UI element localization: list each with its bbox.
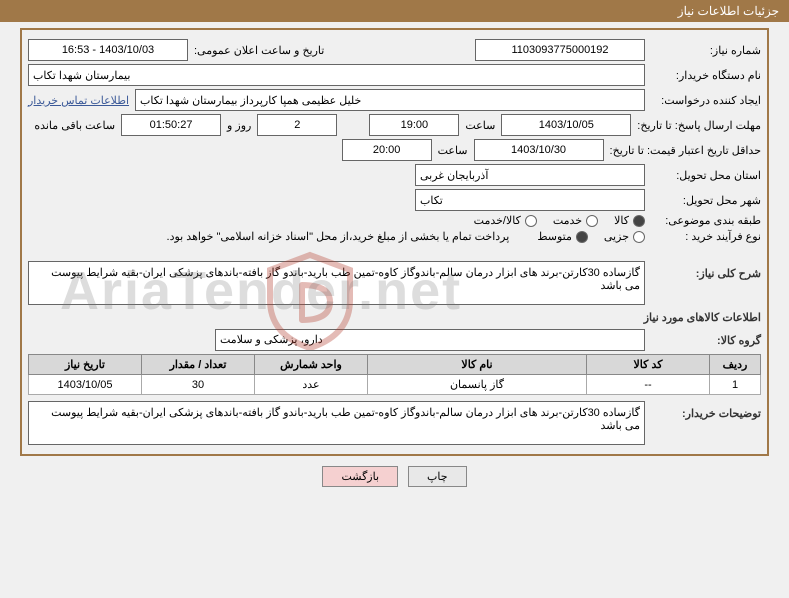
row-buyer-notes: توضیحات خریدار: گازساده 30کارتن-برند های… bbox=[28, 401, 761, 445]
cell-name: گاز پانسمان bbox=[368, 375, 587, 395]
row-goods-group: گروه کالا: دارو، پزشکی و سلامت bbox=[28, 328, 761, 351]
buyer-notes-label: توضیحات خریدار: bbox=[651, 407, 761, 420]
buyer-notes-text: گازساده 30کارتن-برند های ابزار درمان سال… bbox=[28, 401, 645, 445]
row-city: شهر محل تحویل: تكاب bbox=[28, 189, 761, 211]
table-row: 1 -- گاز پانسمان عدد 30 1403/10/05 bbox=[29, 375, 761, 395]
th-code: کد کالا bbox=[587, 355, 710, 375]
radio-medium[interactable]: متوسط bbox=[537, 230, 588, 243]
row-buyer-org: نام دستگاه خریدار: بیمارستان شهدا تکاب bbox=[28, 64, 761, 86]
price-hour: 20:00 bbox=[342, 139, 432, 161]
buyer-org-value: بیمارستان شهدا تکاب bbox=[28, 64, 645, 86]
goods-group-value: دارو، پزشکی و سلامت bbox=[215, 329, 645, 351]
remaining-label: ساعت باقی مانده bbox=[34, 119, 115, 132]
th-date: تاریخ نیاز bbox=[29, 355, 142, 375]
process-radios: جزیی متوسط bbox=[537, 230, 645, 243]
reply-deadline-label: مهلت ارسال پاسخ: تا تاریخ: bbox=[637, 119, 761, 132]
requester-value: خلیل عظیمی همپا کارپرداز بیمارستان شهدا … bbox=[135, 89, 645, 111]
requester-label: ایجاد کننده درخواست: bbox=[651, 94, 761, 107]
radio-dot-icon bbox=[633, 215, 645, 227]
radio-service[interactable]: خدمت bbox=[553, 214, 598, 227]
need-number-value: 1103093775000192 bbox=[475, 39, 645, 61]
cell-code: -- bbox=[587, 375, 710, 395]
table-head-row: ردیف کد کالا نام کالا واحد شمارش تعداد /… bbox=[29, 355, 761, 375]
th-row: ردیف bbox=[710, 355, 761, 375]
price-hour-label: ساعت bbox=[438, 144, 468, 157]
radio-service-label: خدمت bbox=[553, 214, 582, 227]
cell-unit: عدد bbox=[255, 375, 368, 395]
buyer-contact-link[interactable]: اطلاعات تماس خریدار bbox=[28, 94, 129, 107]
row-need-number: شماره نیاز: 1103093775000192 تاریخ و ساع… bbox=[28, 39, 761, 61]
radio-minor-label: جزیی bbox=[604, 230, 629, 243]
button-row: چاپ بازگشت bbox=[0, 466, 789, 487]
radio-medium-label: متوسط bbox=[537, 230, 572, 243]
radio-circle-icon bbox=[525, 215, 537, 227]
radio-goods-service-label: کالا/خدمت bbox=[474, 214, 521, 227]
cell-date: 1403/10/05 bbox=[29, 375, 142, 395]
row-process: نوع فرآیند خرید : جزیی متوسط پرداخت تمام… bbox=[28, 230, 761, 243]
cell-row: 1 bbox=[710, 375, 761, 395]
radio-dot-icon bbox=[576, 231, 588, 243]
category-label: طبقه بندی موضوعی: bbox=[651, 214, 761, 227]
row-reply-deadline: مهلت ارسال پاسخ: تا تاریخ: 1403/10/05 سا… bbox=[28, 114, 761, 136]
details-frame: شماره نیاز: 1103093775000192 تاریخ و ساع… bbox=[20, 28, 769, 456]
row-province: استان محل تحویل: آذربایجان غربی bbox=[28, 164, 761, 186]
remaining-days: 2 bbox=[257, 114, 337, 136]
reply-hour-label: ساعت bbox=[465, 119, 495, 132]
row-requester: ایجاد کننده درخواست: خلیل عظیمی همپا کار… bbox=[28, 89, 761, 111]
goods-group-label: گروه کالا: bbox=[651, 334, 761, 347]
goods-section-title: اطلاعات کالاهای مورد نیاز bbox=[28, 311, 761, 324]
row-general-desc: شرح کلی نیاز: گازساده 30کارتن-برند های ا… bbox=[28, 261, 761, 305]
row-category: طبقه بندی موضوعی: کالا خدمت کالا/خدمت bbox=[28, 214, 761, 227]
days-label: روز و bbox=[227, 119, 251, 132]
radio-goods-label: کالا bbox=[614, 214, 629, 227]
reply-date: 1403/10/05 bbox=[501, 114, 631, 136]
general-desc-text: گازساده 30کارتن-برند های ابزار درمان سال… bbox=[28, 261, 645, 305]
process-label: نوع فرآیند خرید : bbox=[651, 230, 761, 243]
print-button[interactable]: چاپ bbox=[408, 466, 467, 487]
row-price-validity: حداقل تاریخ اعتبار قیمت: تا تاریخ: 1403/… bbox=[28, 139, 761, 161]
process-note: پرداخت تمام یا بخشی از مبلغ خرید،از محل … bbox=[28, 230, 509, 243]
page: AriaTender.net جزئیات اطلاعات نیاز شماره… bbox=[0, 0, 789, 598]
panel-header: جزئیات اطلاعات نیاز bbox=[0, 0, 789, 22]
announce-label: تاریخ و ساعت اعلان عمومی: bbox=[194, 44, 324, 57]
cell-qty: 30 bbox=[142, 375, 255, 395]
city-label: شهر محل تحویل: bbox=[651, 194, 761, 207]
need-number-label: شماره نیاز: bbox=[651, 44, 761, 57]
price-validity-date: 1403/10/30 bbox=[474, 139, 604, 161]
panel-title: جزئیات اطلاعات نیاز bbox=[678, 4, 779, 18]
price-validity-label: حداقل تاریخ اعتبار قیمت: تا تاریخ: bbox=[610, 144, 761, 157]
radio-goods[interactable]: کالا bbox=[614, 214, 645, 227]
province-value: آذربایجان غربی bbox=[415, 164, 645, 186]
radio-goods-service[interactable]: کالا/خدمت bbox=[474, 214, 537, 227]
province-label: استان محل تحویل: bbox=[651, 169, 761, 182]
remaining-time: 01:50:27 bbox=[121, 114, 221, 136]
reply-hour: 19:00 bbox=[369, 114, 459, 136]
goods-table: ردیف کد کالا نام کالا واحد شمارش تعداد /… bbox=[28, 354, 761, 395]
general-desc-label: شرح کلی نیاز: bbox=[651, 267, 761, 280]
radio-circle-icon bbox=[586, 215, 598, 227]
th-qty: تعداد / مقدار bbox=[142, 355, 255, 375]
city-value: تكاب bbox=[415, 189, 645, 211]
radio-circle-icon bbox=[633, 231, 645, 243]
buyer-org-label: نام دستگاه خریدار: bbox=[651, 69, 761, 82]
th-unit: واحد شمارش bbox=[255, 355, 368, 375]
announce-value: 1403/10/03 - 16:53 bbox=[28, 39, 188, 61]
back-button[interactable]: بازگشت bbox=[322, 466, 398, 487]
th-name: نام کالا bbox=[368, 355, 587, 375]
category-radios: کالا خدمت کالا/خدمت bbox=[474, 214, 645, 227]
radio-minor[interactable]: جزیی bbox=[604, 230, 645, 243]
